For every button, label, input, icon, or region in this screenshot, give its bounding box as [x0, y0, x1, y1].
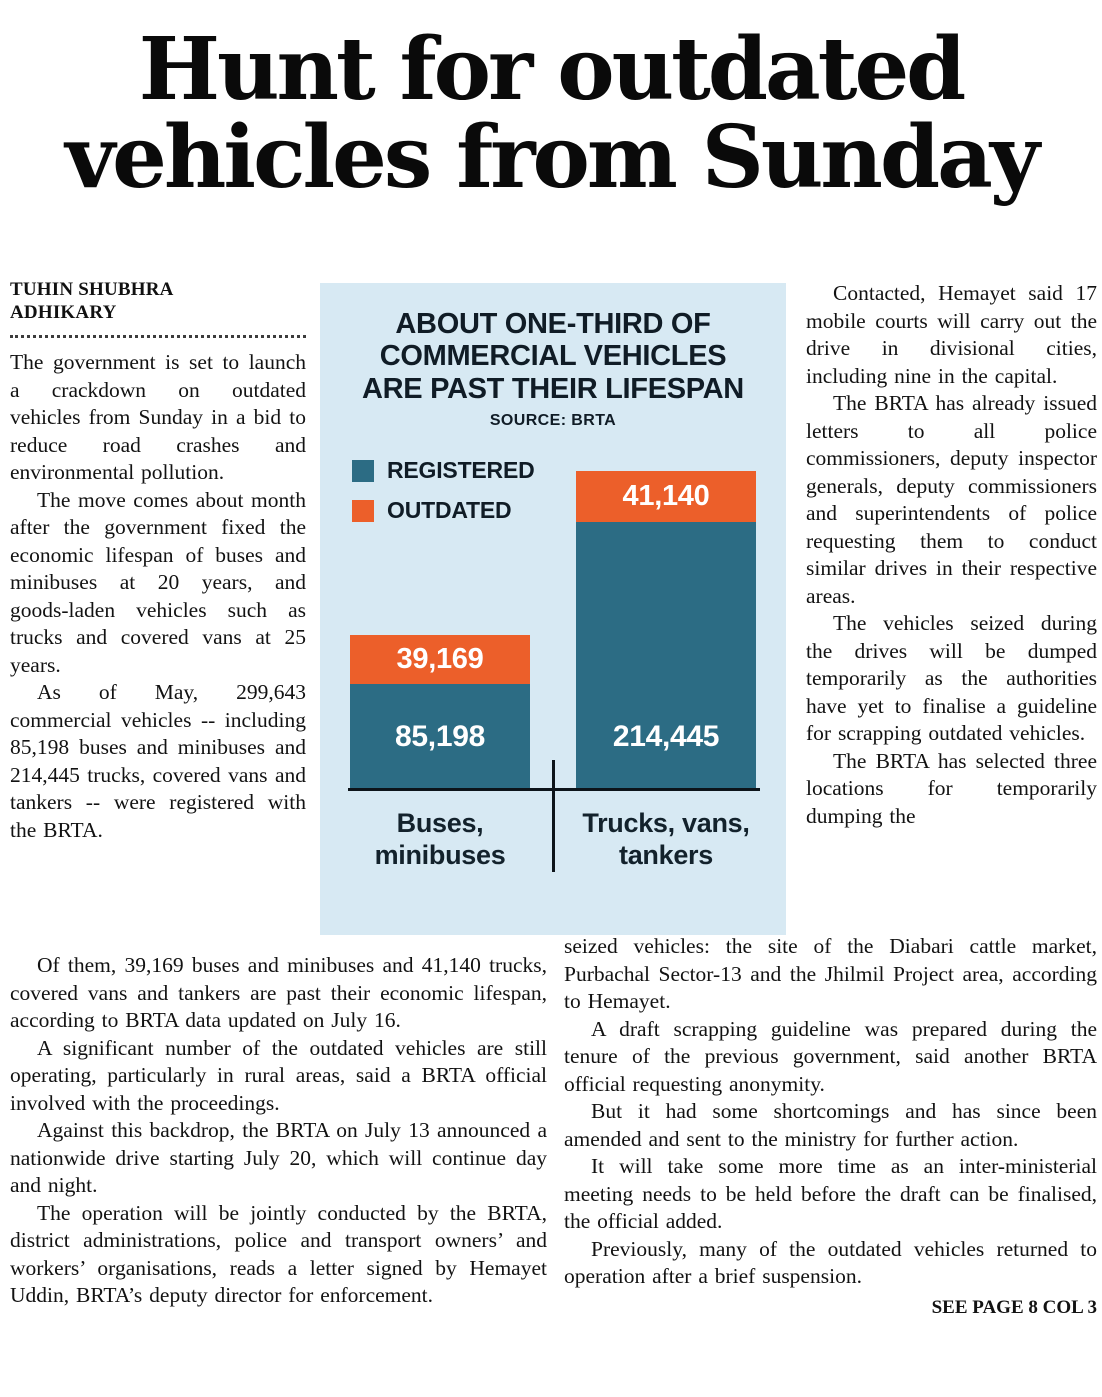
bar-segment-outdated: 41,140 [576, 471, 756, 522]
value-label: 39,169 [396, 643, 484, 675]
paragraph: The BRTA has selected three locations fo… [806, 748, 1097, 828]
chart-legend: REGISTERED OUTDATED [352, 457, 535, 537]
paragraph: Of them, 39,169 buses and minibuses and … [10, 953, 547, 1032]
legend-item-registered: REGISTERED [352, 457, 535, 484]
legend-label: REGISTERED [387, 457, 535, 483]
paragraph: The vehicles seized during the drives wi… [806, 611, 1097, 745]
bar-segment-registered [350, 684, 530, 790]
outdated-swatch-icon [352, 499, 374, 522]
see-page-note: SEE PAGE 8 COL 3 [931, 1296, 1097, 1318]
legend-item-outdated: OUTDATED [352, 497, 535, 524]
category-label-line: tankers [619, 840, 713, 871]
value-label: 41,140 [622, 480, 710, 512]
paragraph: Contacted, Hemayet said 17 mobile courts… [806, 281, 1097, 388]
chart-source: SOURCE: BRTA [489, 412, 617, 430]
paragraph: Previously, many of the outdated vehicle… [564, 1236, 1097, 1289]
paragraph: The move comes about month after the gov… [10, 487, 306, 677]
bar-trucks-vans-tankers: 41,140 214,445 [576, 471, 756, 790]
bar-segment-registered [576, 522, 756, 790]
paragraph: The BRTA has already issued letters to a… [806, 391, 1097, 608]
right-column: Contacted, Hemayet said 17 mobile courts… [806, 280, 1097, 830]
category-label-line: Trucks, vans, [582, 808, 750, 838]
category-label-line: Buses, [396, 808, 484, 838]
paragraph: The government is set to launch a crackd… [10, 350, 306, 484]
value-label: 85,198 [395, 720, 485, 753]
headline: Hunt for outdated vehicles from Sunday [65, 19, 1040, 208]
paragraph: The operation will be jointly conducted … [10, 1200, 547, 1308]
byline-divider [10, 332, 306, 338]
left-column: TUHIN SHUBHRA ADHIKARY The government is… [10, 278, 306, 844]
bottom-left-column: Of them, 39,169 buses and minibuses and … [10, 952, 547, 1310]
chart-infographic: ABOUT ONE-THIRD OF COMMERCIAL VEHICLES A… [320, 283, 786, 935]
bar-segment-outdated: 39,169 [350, 635, 530, 684]
paragraph: A draft scrapping guideline was prepared… [564, 1016, 1097, 1096]
category-divider [552, 760, 555, 872]
paragraph: But it had some shortcomings and has sin… [564, 1099, 1097, 1151]
chart-title-line: ABOUT ONE-THIRD OF [395, 308, 711, 340]
chart-title-line: COMMERCIAL VEHICLES [379, 340, 727, 373]
category-label-trucks: Trucks, vans, tankers [560, 807, 772, 872]
bottom-right-column: seized vehicles: the site of the Diabari… [564, 933, 1097, 1321]
legend-label: OUTDATED [387, 497, 512, 523]
value-label: 214,445 [612, 720, 720, 753]
byline: TUHIN SHUBHRA ADHIKARY [10, 279, 173, 323]
category-label-line: minibuses [374, 840, 506, 871]
category-label-buses: Buses, minibuses [340, 807, 540, 872]
chart-title: ABOUT ONE-THIRD OF COMMERCIAL VEHICLES A… [320, 308, 786, 405]
chart-title-line: ARE PAST THEIR LIFESPAN [362, 372, 744, 405]
paragraph: It will take some more time as an inter-… [564, 1154, 1097, 1233]
paragraph: A significant number of the outdated veh… [10, 1035, 547, 1115]
paragraph: seized vehicles: the site of the Diabari… [564, 934, 1097, 1013]
bar-buses-minibuses: 39,169 85,198 [350, 635, 530, 790]
paragraph: Against this backdrop, the BRTA on July … [10, 1118, 547, 1197]
paragraph: As of May, 299,643 commercial vehicles -… [10, 680, 306, 842]
registered-swatch-icon [352, 459, 374, 482]
